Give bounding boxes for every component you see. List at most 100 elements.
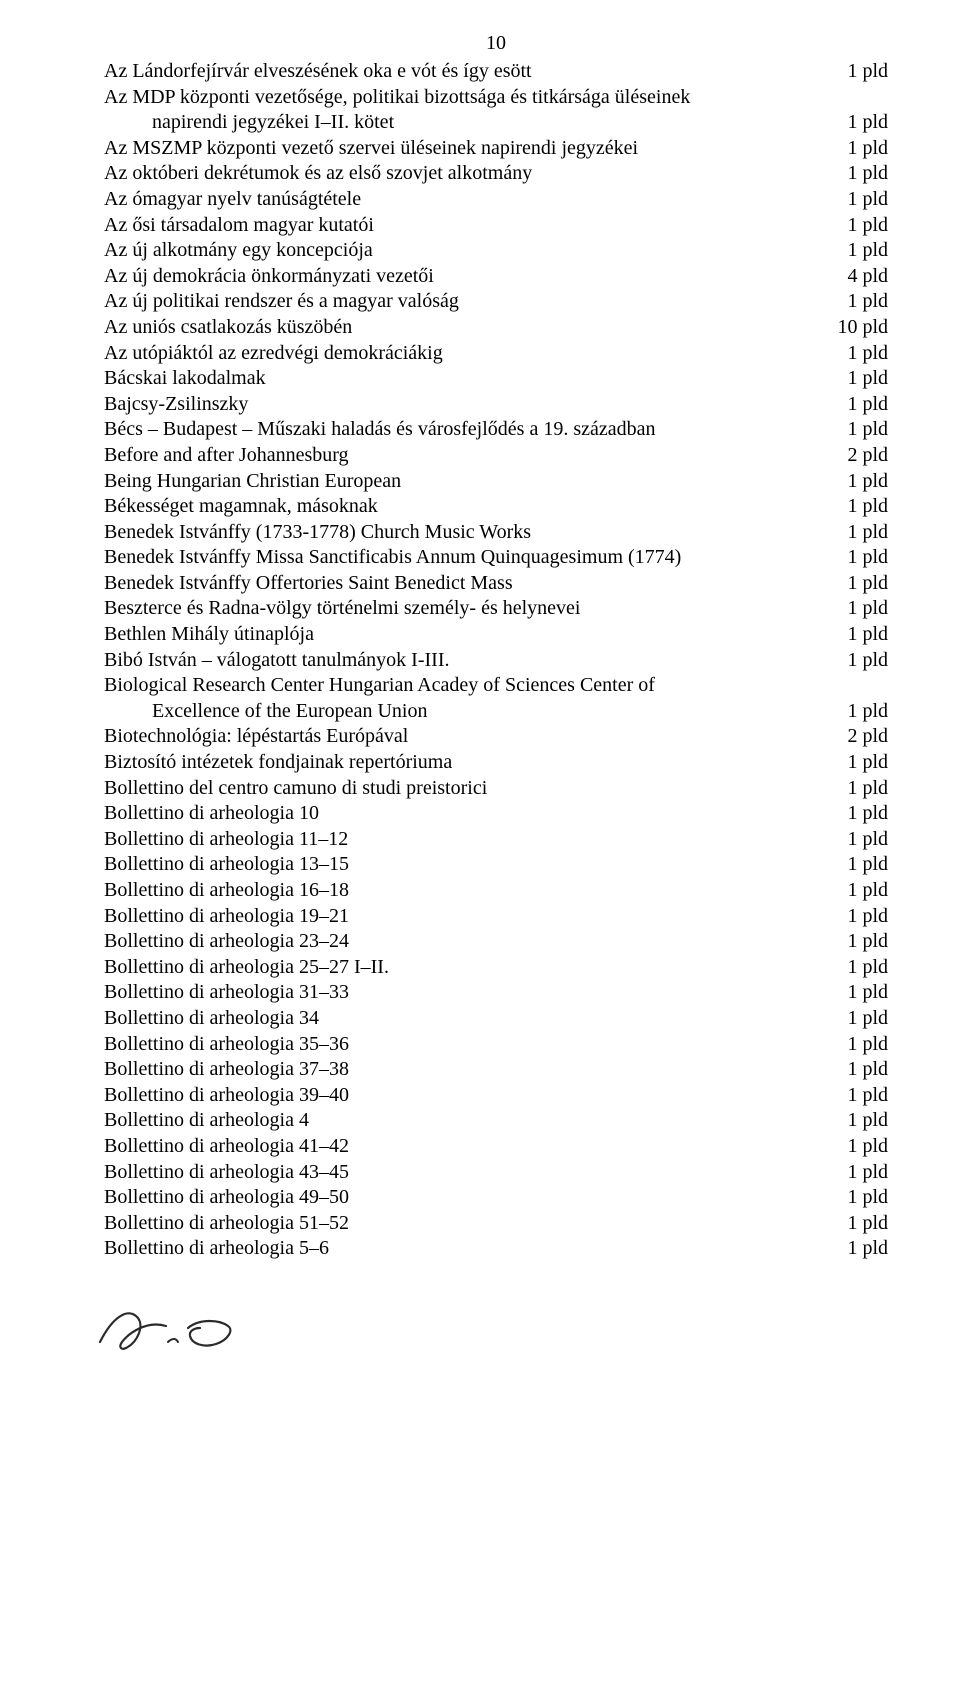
entry-title: Bollettino di arheologia 13–15: [104, 852, 828, 878]
entry-title: Az új politikai rendszer és a magyar val…: [104, 289, 828, 315]
entry-qty: 1 pld: [828, 213, 888, 239]
list-entry: Bibó István – válogatott tanulmányok I-I…: [104, 648, 888, 674]
entry-qty: 1 pld: [828, 366, 888, 392]
entries-list: Az Lándorfejírvár elveszésének oka e vót…: [104, 59, 888, 1262]
entry-title: Bollettino del centro camuno di studi pr…: [104, 776, 828, 802]
entry-title: Bollettino di arheologia 43–45: [104, 1160, 828, 1186]
list-entry: Bollettino di arheologia 31–331 pld: [104, 980, 888, 1006]
entry-qty: 1 pld: [828, 110, 888, 136]
list-entry: Az új demokrácia önkormányzati vezetői4 …: [104, 264, 888, 290]
entry-title: Az utópiáktól az ezredvégi demokráciákig: [104, 341, 828, 367]
entry-title: Bollettino di arheologia 23–24: [104, 929, 828, 955]
entry-title: Bollettino di arheologia 35–36: [104, 1032, 828, 1058]
entry-qty: 1 pld: [828, 1211, 888, 1237]
entry-title: Before and after Johannesburg: [104, 443, 828, 469]
list-entry: napirendi jegyzékei I–II. kötet1 pld: [104, 110, 888, 136]
list-entry: Bollettino di arheologia 43–451 pld: [104, 1160, 888, 1186]
list-entry: Bollettino di arheologia 23–241 pld: [104, 929, 888, 955]
list-entry: Bollettino di arheologia 35–361 pld: [104, 1032, 888, 1058]
entry-qty: 1 pld: [828, 596, 888, 622]
entry-qty: 1 pld: [828, 59, 888, 85]
list-entry: Bollettino di arheologia 13–151 pld: [104, 852, 888, 878]
entry-qty: 1 pld: [828, 469, 888, 495]
entry-qty: 1 pld: [828, 801, 888, 827]
list-entry: Az uniós csatlakozás küszöbén10 pld: [104, 315, 888, 341]
entry-title: Bollettino di arheologia 4: [104, 1108, 828, 1134]
entry-title: Az új alkotmány egy koncepciója: [104, 238, 828, 264]
entry-qty: 1 pld: [828, 161, 888, 187]
entry-title: Bollettino di arheologia 11–12: [104, 827, 828, 853]
list-entry: Beszterce és Radna-völgy történelmi szem…: [104, 596, 888, 622]
entry-qty: 10 pld: [828, 315, 888, 341]
list-entry: Benedek Istvánffy (1733-1778) Church Mus…: [104, 520, 888, 546]
entry-qty: 1 pld: [828, 776, 888, 802]
entry-title: Being Hungarian Christian European: [104, 469, 828, 495]
list-entry: Az ómagyar nyelv tanúságtétele1 pld: [104, 187, 888, 213]
entry-qty: 1 pld: [828, 1057, 888, 1083]
list-entry: Biotechnológia: lépéstartás Európával2 p…: [104, 724, 888, 750]
entry-title: Excellence of the European Union: [104, 699, 828, 725]
entry-qty: 2 pld: [828, 443, 888, 469]
list-entry: Bollettino di arheologia 41 pld: [104, 1108, 888, 1134]
entry-title: Bollettino di arheologia 41–42: [104, 1134, 828, 1160]
entry-qty: 1 pld: [828, 852, 888, 878]
entry-qty: 1 pld: [828, 341, 888, 367]
entry-title: Bollettino di arheologia 19–21: [104, 904, 828, 930]
entry-qty: 1 pld: [828, 1032, 888, 1058]
entry-qty: 1 pld: [828, 1134, 888, 1160]
list-entry: Bollettino di arheologia 19–211 pld: [104, 904, 888, 930]
list-entry: Bécs – Budapest – Műszaki haladás és vár…: [104, 417, 888, 443]
list-entry: Bollettino di arheologia 51–521 pld: [104, 1211, 888, 1237]
list-entry: Az MDP központi vezetősége, politikai bi…: [104, 85, 888, 111]
entry-qty: 1 pld: [828, 392, 888, 418]
entry-title: Bollettino di arheologia 51–52: [104, 1211, 828, 1237]
entry-qty: 1 pld: [828, 1236, 888, 1262]
list-entry: Békességet magamnak, másoknak1 pld: [104, 494, 888, 520]
entry-qty: 1 pld: [828, 136, 888, 162]
entry-qty: 1 pld: [828, 750, 888, 776]
entry-qty: 1 pld: [828, 699, 888, 725]
list-entry: Bollettino di arheologia 11–121 pld: [104, 827, 888, 853]
entry-qty: 1 pld: [828, 1185, 888, 1211]
entry-title: Benedek Istvánffy Offertories Saint Bene…: [104, 571, 828, 597]
entry-title: Bollettino di arheologia 37–38: [104, 1057, 828, 1083]
list-entry: Bollettino di arheologia 49–501 pld: [104, 1185, 888, 1211]
entry-qty: 1 pld: [828, 929, 888, 955]
list-entry: Az ősi társadalom magyar kutatói1 pld: [104, 213, 888, 239]
entry-qty: 1 pld: [828, 520, 888, 546]
list-entry: Benedek Istvánffy Offertories Saint Bene…: [104, 571, 888, 597]
list-entry: Biztosító intézetek fondjainak repertóri…: [104, 750, 888, 776]
entry-qty: 1 pld: [828, 494, 888, 520]
list-entry: Bácskai lakodalmak1 pld: [104, 366, 888, 392]
entry-title: Bécs – Budapest – Műszaki haladás és vár…: [104, 417, 828, 443]
entry-qty: 1 pld: [828, 187, 888, 213]
entry-title: Bibó István – válogatott tanulmányok I-I…: [104, 648, 828, 674]
entry-title: Biological Research Center Hungarian Aca…: [104, 673, 888, 699]
entry-title: Az MDP központi vezetősége, politikai bi…: [104, 85, 888, 111]
list-entry: Bollettino di arheologia 39–401 pld: [104, 1083, 888, 1109]
entry-title: Bollettino di arheologia 31–33: [104, 980, 828, 1006]
entry-qty: 1 pld: [828, 827, 888, 853]
entry-title: Bollettino di arheologia 34: [104, 1006, 828, 1032]
entry-title: Az MSZMP központi vezető szervei ülésein…: [104, 136, 828, 162]
list-entry: Bollettino di arheologia 341 pld: [104, 1006, 888, 1032]
entry-title: Biotechnológia: lépéstartás Európával: [104, 724, 828, 750]
entry-title: Bollettino di arheologia 5–6: [104, 1236, 828, 1262]
entry-qty: 1 pld: [828, 289, 888, 315]
entry-title: Az uniós csatlakozás küszöbén: [104, 315, 828, 341]
entry-title: Az Lándorfejírvár elveszésének oka e vót…: [104, 59, 828, 85]
entry-title: Az új demokrácia önkormányzati vezetői: [104, 264, 828, 290]
entry-qty: 1 pld: [828, 545, 888, 571]
entry-qty: 1 pld: [828, 417, 888, 443]
entry-title: Bollettino di arheologia 49–50: [104, 1185, 828, 1211]
list-entry: Az új politikai rendszer és a magyar val…: [104, 289, 888, 315]
list-entry: Bollettino di arheologia 25–27 I–II.1 pl…: [104, 955, 888, 981]
entry-title: Bollettino di arheologia 25–27 I–II.: [104, 955, 828, 981]
list-entry: Az utópiáktól az ezredvégi demokráciákig…: [104, 341, 888, 367]
page-number: 10: [104, 32, 888, 55]
entry-qty: 1 pld: [828, 648, 888, 674]
list-entry: Bollettino di arheologia 16–181 pld: [104, 878, 888, 904]
entry-title: Bollettino di arheologia 39–40: [104, 1083, 828, 1109]
list-entry: Excellence of the European Union1 pld: [104, 699, 888, 725]
entry-qty: 4 pld: [828, 264, 888, 290]
